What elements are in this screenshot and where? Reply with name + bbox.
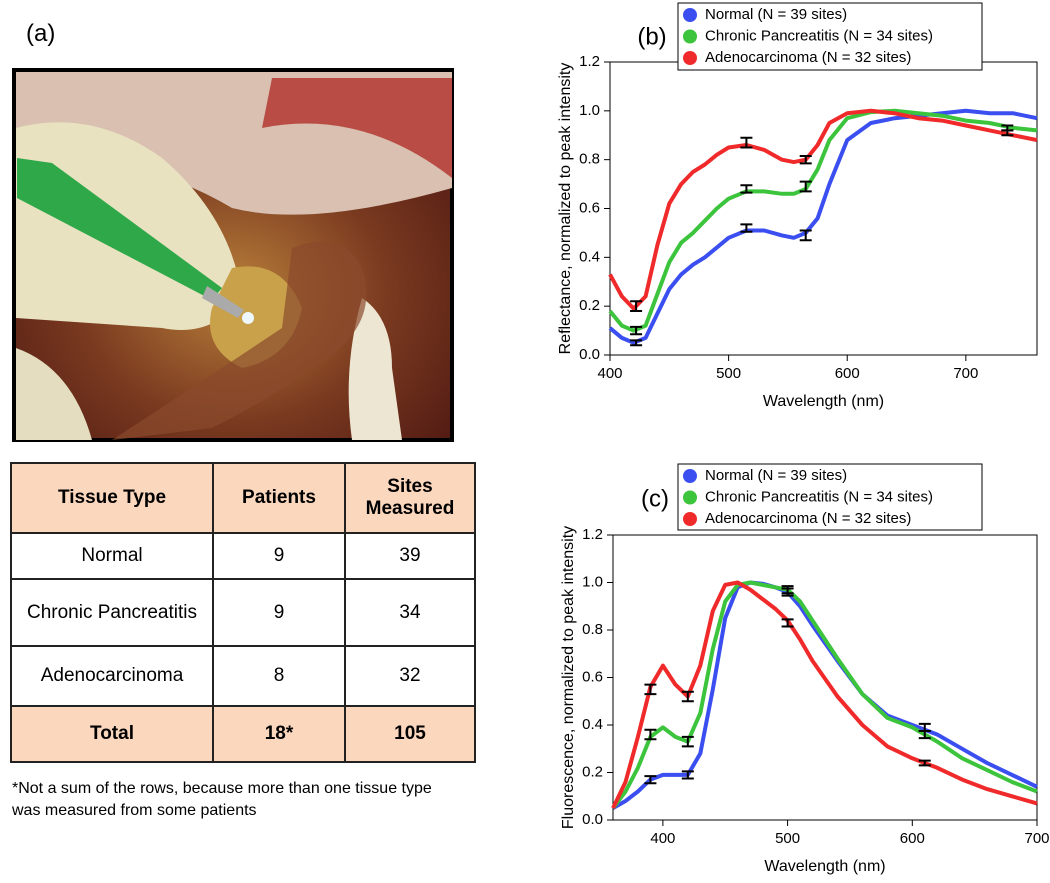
error-bar (630, 325, 643, 336)
y-tick-label: 1.0 (582, 573, 603, 590)
plot-area (609, 61, 1038, 356)
cell: 9 (212, 532, 346, 580)
data-table: Tissue Type Patients Sites Measured Norm… (10, 462, 476, 763)
x-axis-label: Wavelength (nm) (764, 858, 885, 875)
cell: 32 (344, 645, 476, 707)
y-axis-label: Fluorescence, normalized to peak intensi… (560, 526, 577, 829)
error-bar (799, 229, 812, 242)
header-cell: Sites Measured (344, 462, 476, 534)
y-tick-label: 0.8 (579, 151, 600, 168)
y-axis-label: Reflectance, normalized to peak intensit… (557, 63, 574, 355)
panel-label: (a) (26, 20, 56, 47)
y-tick-label: 0.0 (582, 811, 603, 828)
error-bar (799, 155, 812, 165)
legend-label: Adenocarcinoma (N = 32 sites) (705, 510, 911, 527)
y-tick-label: 0.2 (579, 297, 600, 314)
y-tick-label: 0.4 (582, 716, 603, 733)
legend-label: Adenocarcinoma (N = 32 sites) (705, 49, 911, 66)
footnote: *Not a sum of the rows, because more tha… (12, 780, 432, 819)
cell: 9 (212, 578, 346, 647)
series-line (611, 580, 1038, 810)
legend-box (677, 2, 983, 71)
legend-marker (683, 469, 697, 483)
cell: Chronic Pancreatitis (10, 578, 214, 647)
error-bar (681, 690, 694, 703)
y-tick-label: 0.2 (582, 763, 603, 780)
error-bar (740, 223, 753, 233)
legend-marker (683, 8, 697, 22)
legend-box (677, 463, 983, 531)
series-line (608, 108, 1038, 333)
cell: Normal (10, 532, 214, 580)
series-line (611, 580, 1038, 809)
x-tick-label: 500 (716, 365, 741, 382)
error-bar (740, 184, 753, 194)
y-tick-label: 0.4 (579, 248, 600, 265)
error-bar (681, 735, 694, 748)
error-bar (644, 683, 657, 696)
legend-marker (683, 29, 697, 44)
error-bar (1001, 129, 1014, 137)
x-axis-label: Wavelength (nm) (763, 393, 884, 410)
series-line (608, 108, 1038, 345)
error-bar (781, 618, 794, 628)
legend-label: Normal (N = 39 sites) (705, 6, 847, 23)
error-bar (918, 729, 931, 740)
x-tick-label: 500 (775, 830, 800, 847)
y-tick-label: 1.2 (579, 53, 600, 70)
header-cell: Patients (212, 462, 346, 534)
legend-marker (683, 490, 697, 505)
y-tick-label: 1.0 (579, 102, 600, 119)
cell: 34 (344, 578, 476, 647)
x-tick-label: 600 (835, 365, 860, 382)
x-tick-label: 700 (953, 365, 978, 382)
error-bar (918, 759, 931, 767)
error-bar (740, 136, 753, 149)
y-tick-label: 0.8 (582, 621, 603, 638)
photo (12, 68, 454, 442)
error-bar (630, 300, 643, 313)
series-line (612, 580, 1038, 810)
y-tick-label: 0.6 (579, 199, 600, 216)
y-tick-label: 0.0 (579, 346, 600, 363)
series-line (608, 108, 1038, 311)
x-tick-label: 400 (650, 830, 675, 847)
error-bar (644, 728, 657, 741)
legend-marker (683, 51, 697, 65)
header-cell: Tissue Type (10, 462, 214, 534)
x-tick-label: 700 (1024, 830, 1049, 847)
legend-label: Normal (N = 39 sites) (705, 467, 847, 484)
y-tick-label: 0.6 (582, 668, 603, 685)
error-bar (681, 770, 694, 780)
legend-label: Chronic Pancreatitis (N = 34 sites) (705, 488, 933, 505)
total-cell: 18* (212, 705, 346, 763)
total-cell: 105 (344, 705, 476, 763)
cell: 8 (212, 645, 346, 707)
panel-title: (b) (637, 23, 666, 50)
x-tick-label: 600 (900, 830, 925, 847)
y-tick-label: 1.2 (582, 526, 603, 543)
error-bar (799, 180, 812, 193)
error-bar (644, 775, 657, 785)
error-bar (630, 339, 643, 347)
panel-title: (c) (641, 485, 669, 512)
total-cell: Total (10, 705, 214, 763)
legend-label: Chronic Pancreatitis (N = 34 sites) (705, 27, 933, 44)
error-bar (781, 587, 794, 597)
legend-marker (683, 512, 697, 526)
cell: 39 (344, 532, 476, 580)
x-tick-label: 400 (597, 365, 622, 382)
cell: Adenocarcinoma (10, 645, 214, 707)
